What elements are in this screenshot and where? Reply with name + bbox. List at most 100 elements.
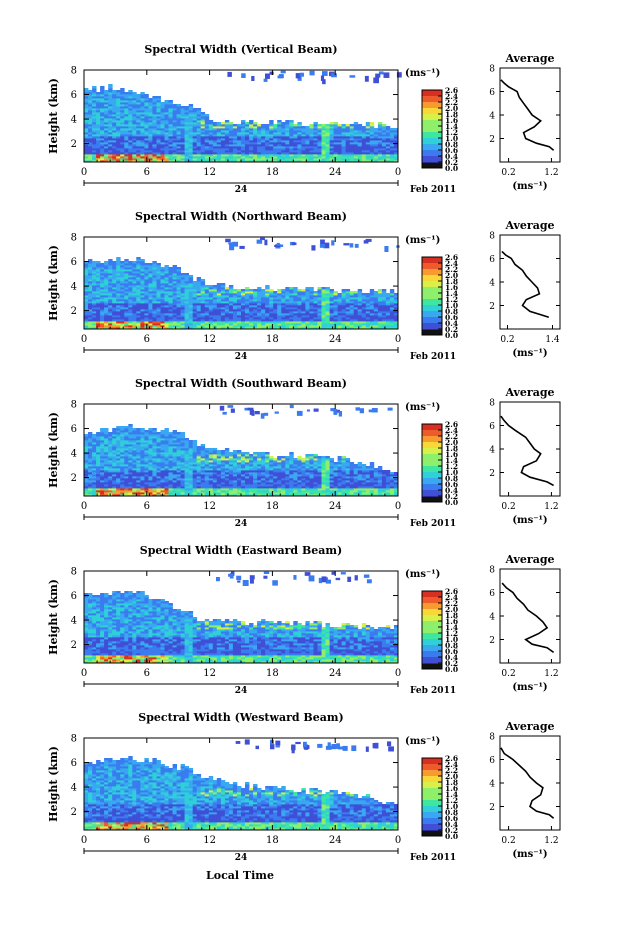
- heatmap-cell: [265, 134, 270, 137]
- heatmap-cell: [84, 478, 89, 481]
- heatmap-cell: [192, 327, 198, 330]
- heatmap-cell: [88, 295, 93, 298]
- heatmap-cell: [237, 309, 242, 312]
- heatmap-cell: [253, 321, 258, 324]
- heatmap-cell: [333, 134, 338, 137]
- heatmap-cell: [325, 128, 330, 131]
- heatmap-cell: [329, 307, 334, 310]
- heatmap-cell: [313, 315, 318, 318]
- heatmap-cell: [253, 126, 258, 129]
- heatmap-cell: [212, 124, 218, 127]
- heatmap-cell: [120, 281, 125, 284]
- heatmap-cell: [269, 152, 274, 155]
- heatmap-cell: [96, 122, 101, 125]
- heatmap-cell: [148, 100, 153, 103]
- heatmap-cell: [293, 325, 298, 328]
- heatmap-cell: [212, 140, 218, 143]
- heatmap-cell: [152, 440, 157, 443]
- heatmap-cell: [260, 237, 265, 241]
- heatmap-cell: [180, 480, 185, 483]
- heatmap-cell: [385, 297, 391, 300]
- heatmap-cell: [381, 146, 387, 149]
- heatmap-cell: [116, 307, 121, 310]
- heatmap-cell: [257, 287, 262, 290]
- heatmap-cell: [136, 118, 141, 121]
- heatmap-cell: [381, 305, 387, 308]
- heatmap-cell: [385, 303, 391, 306]
- heatmap-cell: [253, 309, 258, 312]
- heatmap-cell: [184, 315, 189, 318]
- heatmap-cell: [325, 293, 330, 296]
- heatmap-cell: [305, 317, 310, 320]
- heatmap-cell: [180, 146, 185, 149]
- heatmap-cell: [116, 122, 121, 125]
- heatmap-cell: [245, 134, 250, 137]
- heatmap-cell: [257, 132, 262, 135]
- heatmap-cell: [152, 313, 157, 316]
- heatmap-cell: [132, 96, 137, 99]
- heatmap-cell: [168, 470, 173, 473]
- heatmap-cell: [108, 301, 113, 304]
- heatmap-cell: [297, 122, 302, 125]
- heatmap-cell: [373, 293, 379, 296]
- heatmap-cell: [172, 114, 177, 117]
- heatmap-cell: [124, 100, 129, 103]
- heatmap-cell: [200, 154, 206, 157]
- heatmap-cell: [116, 317, 121, 320]
- heatmap-cell: [208, 311, 214, 314]
- heatmap-cell: [172, 486, 177, 489]
- heatmap-cell: [204, 136, 210, 139]
- heatmap-cell: [285, 291, 290, 294]
- heatmap-cell: [164, 132, 169, 135]
- heatmap-cell: [180, 158, 185, 161]
- heatmap-cell: [317, 293, 322, 296]
- heatmap-cell: [232, 144, 238, 147]
- heatmap-cell: [204, 124, 210, 127]
- heatmap-cell: [128, 432, 133, 435]
- heatmap-cell: [92, 86, 97, 89]
- colorbar-segment: [422, 120, 442, 127]
- heatmap-cell: [313, 327, 318, 330]
- heatmap-cell: [265, 323, 270, 326]
- heatmap-cell: [172, 295, 177, 298]
- heatmap-cell: [140, 146, 145, 149]
- heatmap-cell: [124, 307, 129, 310]
- heatmap-cell: [245, 319, 250, 322]
- heatmap-cell: [100, 440, 105, 443]
- heatmap-cell: [305, 301, 310, 304]
- heatmap-cell: [337, 140, 342, 143]
- heatmap-cell: [152, 478, 157, 481]
- heatmap-cell: [228, 291, 234, 294]
- heatmap-cell: [148, 480, 153, 483]
- heatmap-cell: [361, 126, 367, 129]
- heatmap-cell: [196, 156, 202, 159]
- heatmap-cell: [172, 303, 177, 306]
- heatmap-cell: [277, 142, 282, 145]
- heatmap-cell: [100, 98, 105, 101]
- heatmap-cell: [148, 295, 153, 298]
- heatmap-cell: [152, 444, 157, 447]
- heatmap-cell: [124, 132, 129, 135]
- heatmap-cell: [281, 156, 286, 159]
- heatmap-cell: [373, 325, 379, 328]
- heatmap-cell: [136, 134, 141, 137]
- heatmap-cell: [297, 148, 302, 151]
- heatmap-cell: [216, 126, 222, 129]
- heatmap-cell: [92, 325, 97, 328]
- heatmap-cell: [188, 277, 194, 280]
- heatmap-cell: [365, 152, 371, 155]
- heatmap-cell: [253, 323, 258, 326]
- heatmap-cell: [160, 482, 165, 485]
- heatmap-cell: [389, 295, 395, 298]
- heatmap-cell: [100, 283, 105, 286]
- heatmap-cell: [176, 317, 181, 320]
- heatmap-cell: [349, 311, 355, 314]
- heatmap-cell: [394, 132, 399, 135]
- heatmap-cell: [273, 140, 278, 143]
- heatmap-cell: [84, 492, 89, 495]
- heatmap-cell: [156, 120, 161, 123]
- heatmap-cell: [116, 303, 121, 306]
- heatmap-cell: [128, 311, 133, 314]
- heatmap-cell: [345, 128, 351, 131]
- heatmap-cell: [220, 313, 226, 316]
